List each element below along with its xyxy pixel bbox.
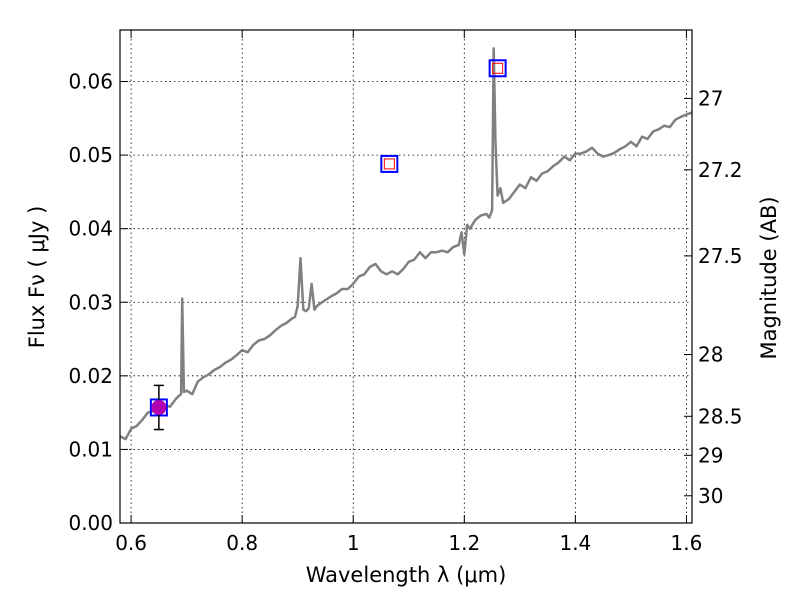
x-tick-label: 1 (347, 531, 360, 555)
y-tick-label: 0.00 (68, 511, 113, 535)
plot-series (120, 47, 692, 441)
x-tick-label: 1.2 (448, 531, 480, 555)
x-axis-label: Wavelength λ (μm) (306, 563, 507, 587)
x-tick-label: 0.6 (115, 531, 147, 555)
x-tick-label: 1.6 (671, 531, 703, 555)
photometry-square-marker (380, 154, 399, 173)
right-y-tick-label: 27 (698, 86, 723, 110)
x-tick-label: 0.8 (226, 531, 258, 555)
y-tick-label: 0.06 (68, 70, 113, 94)
measured-point-marker (151, 399, 167, 415)
right-y-tick-label: 28 (698, 342, 723, 366)
tick-labels: 0.6 0.8 1 1.2 1.4 1.6 0.00 0.01 0.02 0.03 0.04 0.05… (68, 70, 742, 555)
y-tick-label: 0.01 (68, 437, 113, 461)
y-axis-label: Flux Fν ( μJy ) (25, 206, 49, 349)
y-tick-label: 0.05 (68, 143, 113, 167)
y-tick-label: 0.03 (68, 290, 113, 314)
photometry-square-inner-marker (383, 158, 395, 170)
right-y-tick-label: 27.5 (698, 244, 743, 268)
right-y-tick-label: 30 (698, 484, 723, 508)
right-y-tick-label: 28.5 (698, 404, 743, 428)
photometry-square-inner-marker (492, 62, 504, 74)
right-y-tick-label: 29 (698, 443, 723, 467)
x-tick-label: 1.4 (559, 531, 591, 555)
grid-lines (120, 30, 692, 524)
axis-ticks (120, 30, 692, 524)
photometry-square-marker (488, 59, 507, 78)
plot-frame (119, 29, 693, 524)
y-tick-label: 0.02 (68, 364, 113, 388)
right-y-axis-label: Magnitude (AB) (757, 196, 781, 359)
plot-area (120, 47, 692, 441)
y-tick-label: 0.04 (68, 217, 113, 241)
right-y-tick-label: 27.2 (698, 158, 743, 182)
spectrum-line (120, 47, 692, 441)
